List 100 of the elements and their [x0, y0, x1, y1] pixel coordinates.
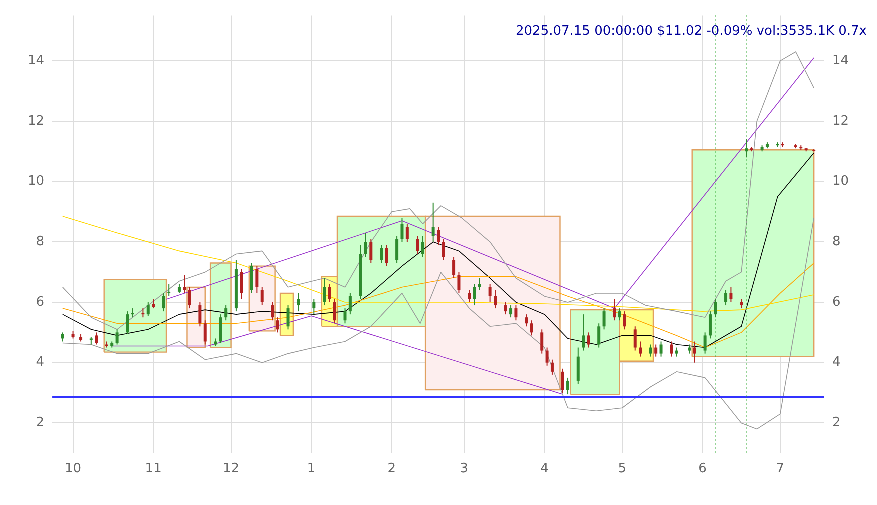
candlestick [546, 347, 549, 366]
candlestick [162, 292, 166, 312]
y2-tick-label: 6 [832, 294, 841, 310]
candlestick [458, 272, 461, 294]
y2-tick-label: 2 [832, 416, 841, 431]
candlestick [240, 268, 244, 300]
candlestick [421, 236, 424, 258]
candlestick [95, 332, 98, 346]
candlestick [624, 311, 627, 330]
candlestick [178, 284, 181, 294]
candlestick [494, 290, 497, 310]
candlestick [348, 292, 352, 316]
x-tick-label: 1 [307, 462, 316, 477]
candlestick [61, 332, 64, 342]
candlestick [256, 266, 259, 294]
candlestick [504, 302, 508, 316]
candlestick [333, 298, 336, 324]
candlestick [582, 314, 586, 352]
candlestick [740, 298, 744, 310]
candlestick [152, 298, 156, 310]
candlestick [654, 344, 658, 358]
candlestick [276, 317, 280, 334]
candlestick [745, 139, 748, 158]
candlestick [312, 298, 316, 316]
candlestick [514, 305, 518, 322]
candlestick [416, 236, 420, 255]
candlestick [396, 236, 399, 264]
candlestick [708, 311, 712, 340]
candlestick [188, 286, 192, 310]
x-tick-label: 3 [460, 462, 469, 477]
candlestick [598, 323, 601, 348]
candlestick [271, 302, 274, 322]
candlestick [116, 329, 119, 346]
candlestick [260, 286, 264, 306]
candlestick [693, 341, 696, 364]
candlestick [540, 329, 544, 354]
candlestick [370, 238, 373, 264]
y-tick-label: 4 [36, 355, 45, 370]
candlestick [198, 302, 202, 328]
y-tick-label: 2 [36, 416, 45, 431]
candlestick [131, 308, 134, 318]
candlestick [613, 298, 616, 322]
candlestick [400, 218, 404, 243]
candlestick [724, 290, 728, 306]
x-tick-label: 4 [540, 462, 549, 477]
candlestick [525, 314, 528, 328]
candlestick [618, 308, 622, 322]
text: 2025.07.15 00:00:00 $11.02 -0.09% vol:3535.1K 0.7x [516, 24, 868, 40]
candlestick [224, 305, 228, 322]
x-tick-label: 5 [618, 462, 627, 477]
y2-tick-label: 4 [832, 355, 841, 370]
candlestick [473, 284, 476, 306]
candlestick [566, 377, 570, 396]
candlestick [323, 278, 326, 306]
y-tick-label: 8 [36, 234, 45, 250]
candlestick [649, 344, 652, 358]
y-tick-label: 6 [36, 294, 45, 310]
candlestick [550, 359, 554, 376]
candlestick [380, 244, 384, 264]
candlestick [488, 284, 492, 304]
candlestick [168, 284, 171, 297]
candlestick [286, 305, 290, 330]
y2-tick-label: 14 [832, 53, 850, 68]
candlestick [510, 305, 513, 318]
y2-tick-label: 10 [832, 174, 850, 190]
candlestick [146, 302, 150, 317]
candlestick [634, 326, 637, 352]
candlestick [126, 311, 130, 335]
candlestick [468, 290, 472, 304]
candlestick [478, 278, 482, 291]
candlestick [297, 292, 300, 312]
candlestick [688, 344, 692, 354]
candlestick [587, 332, 590, 348]
candlestick [660, 341, 663, 358]
candlestick [432, 202, 435, 243]
x-tick-label: 11 [145, 462, 162, 477]
y-tick-label: 14 [28, 53, 45, 68]
candlestick [183, 274, 186, 294]
candlestick [670, 341, 674, 358]
candlestick [385, 244, 388, 267]
candlestick [442, 238, 446, 261]
x-tick-label: 7 [776, 462, 785, 477]
candlestick [602, 308, 606, 330]
candlestick [142, 308, 145, 318]
candlestick [714, 298, 718, 318]
x-tick-label: 2 [388, 462, 396, 477]
candlestick [730, 286, 733, 304]
y2-tick-label: 8 [832, 234, 841, 250]
candlestick [675, 347, 678, 358]
y2-tick-label: 12 [832, 114, 850, 129]
y-tick-label: 12 [28, 114, 45, 129]
candlestick [406, 224, 409, 243]
candlestick [452, 256, 456, 279]
candlestick [204, 320, 207, 346]
x-tick-label: 12 [223, 462, 240, 477]
candlestick [704, 332, 707, 354]
candlestick [561, 368, 564, 394]
x-tick-label: 10 [64, 462, 82, 477]
candlestick [328, 284, 332, 304]
candlestick [530, 320, 534, 336]
